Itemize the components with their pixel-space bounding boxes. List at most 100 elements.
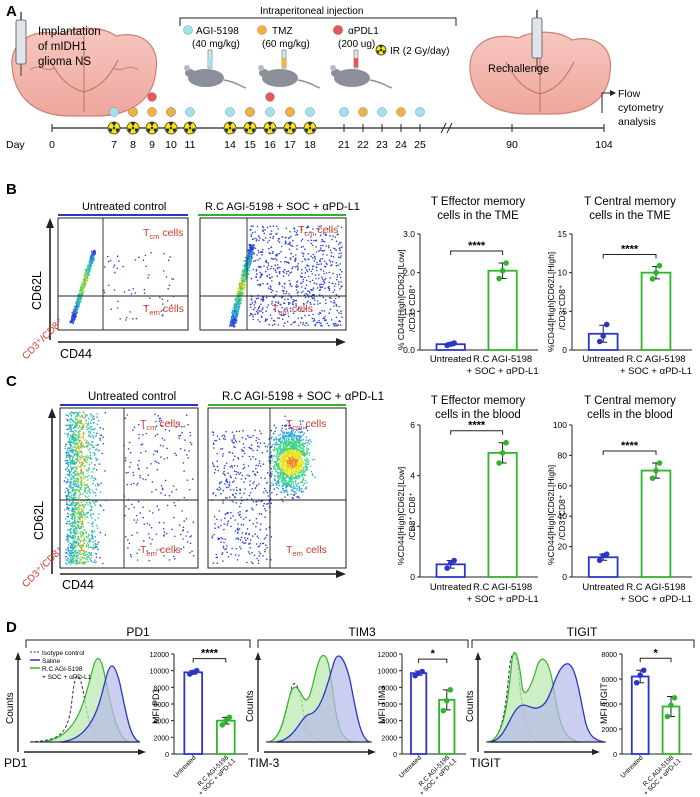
scatter-dot <box>316 269 318 272</box>
scatter-dot <box>326 322 329 325</box>
scatter-dot <box>70 533 72 535</box>
scatter-dot <box>88 538 90 540</box>
scatter-dot <box>80 512 82 514</box>
scatter-dot <box>94 540 97 542</box>
scatter-dot <box>107 284 110 287</box>
scatter-dot <box>324 234 327 237</box>
scatter-dot <box>265 270 267 273</box>
scatter-dot <box>88 434 90 436</box>
scatter-dot <box>139 474 141 477</box>
scatter-dot <box>285 486 288 489</box>
scatter-dot <box>244 256 247 259</box>
scatter-dot <box>308 265 310 267</box>
scatter-dot <box>235 300 237 303</box>
scatter-dot <box>69 461 72 464</box>
scatter-dot <box>81 530 84 532</box>
scatter-dot <box>68 520 71 523</box>
scatter-dot <box>312 287 315 289</box>
radiation-center <box>150 126 154 130</box>
scatter-dot <box>83 553 85 555</box>
scatter-dot <box>74 552 76 555</box>
scatter-dot <box>266 226 269 229</box>
scatter-dot <box>255 273 258 275</box>
scatter-dot <box>283 269 286 271</box>
scatter-dot <box>92 259 95 262</box>
scatter-dot <box>299 451 301 454</box>
scatter-dot <box>67 553 69 555</box>
scatter-dot <box>88 557 90 559</box>
scatter-dot <box>135 317 138 320</box>
scatter-dot <box>85 269 88 271</box>
scatter-dot <box>270 437 273 440</box>
scatter-dot <box>302 420 304 422</box>
scatter-dot <box>179 524 181 526</box>
scatter-dot <box>281 285 284 288</box>
scatter-dot <box>68 486 71 488</box>
scatter-dot <box>285 292 288 295</box>
scatter-dot <box>265 261 268 264</box>
scatter-dot <box>92 436 94 438</box>
scatter-dot <box>75 511 78 514</box>
scatter-dot <box>185 535 187 537</box>
scatter-dot <box>269 233 271 236</box>
scatter-dot <box>257 283 259 286</box>
scatter-dot <box>75 423 77 426</box>
scatter-dot <box>83 549 86 551</box>
scatter-dot <box>293 437 295 439</box>
scatter-dot <box>241 287 243 290</box>
scatter-dot <box>273 464 276 466</box>
scatter-dot <box>276 460 279 463</box>
scatter-dot <box>234 316 236 318</box>
scatter-dot <box>334 283 337 285</box>
scatter-dot <box>80 447 83 449</box>
scatter-dot <box>290 323 292 326</box>
scatter-dot <box>287 243 289 245</box>
scatter-dot <box>78 447 80 450</box>
scatter-dot <box>303 294 306 296</box>
scatter-dot <box>82 424 84 427</box>
scatter-dot <box>89 467 91 470</box>
scatter-dot <box>70 546 73 549</box>
scatter-dot <box>81 562 84 564</box>
scatter-dot <box>312 265 315 268</box>
scatter-dot <box>336 234 339 236</box>
scatter-dot <box>72 466 75 469</box>
scatter-dot <box>296 478 299 480</box>
scatter-dot <box>91 471 93 473</box>
scatter-dot <box>299 481 302 484</box>
scatter-dot <box>77 526 80 528</box>
scatter-dot <box>151 491 153 493</box>
scatter-dot <box>234 298 236 301</box>
scatter-dot <box>259 276 261 278</box>
scatter-dot <box>70 484 72 487</box>
scatter-dot <box>71 557 74 559</box>
scatter-dot <box>84 421 87 423</box>
scatter-dot <box>338 252 341 255</box>
scatter-dot <box>340 285 342 288</box>
day-label: Day <box>6 139 25 151</box>
scatter-dot <box>319 311 321 314</box>
scatter-dot <box>85 475 87 478</box>
scatter-dot <box>69 531 72 533</box>
scatter-dot <box>81 285 84 288</box>
scatter-dot <box>67 465 69 467</box>
scatter-dot <box>74 527 76 530</box>
scatter-dot <box>331 264 333 266</box>
scatter-dot <box>96 413 98 415</box>
scatter-dot <box>304 307 307 310</box>
scatter-dot <box>291 432 294 435</box>
scatter-dot <box>161 487 164 490</box>
scatter-dot <box>70 471 72 473</box>
scatter-dot <box>276 267 279 270</box>
scatter-dot <box>74 433 76 436</box>
scatter-dot <box>172 278 175 280</box>
scatter-dot <box>312 253 315 256</box>
scatter-dot <box>172 485 175 487</box>
scatter-dot <box>340 226 343 229</box>
scatter-dot <box>124 417 127 420</box>
scatter-dot <box>85 419 88 422</box>
scatter-dot <box>70 517 73 520</box>
scatter-dot <box>277 302 280 305</box>
scatter-dot <box>136 552 138 555</box>
scatter-dot <box>87 521 89 524</box>
